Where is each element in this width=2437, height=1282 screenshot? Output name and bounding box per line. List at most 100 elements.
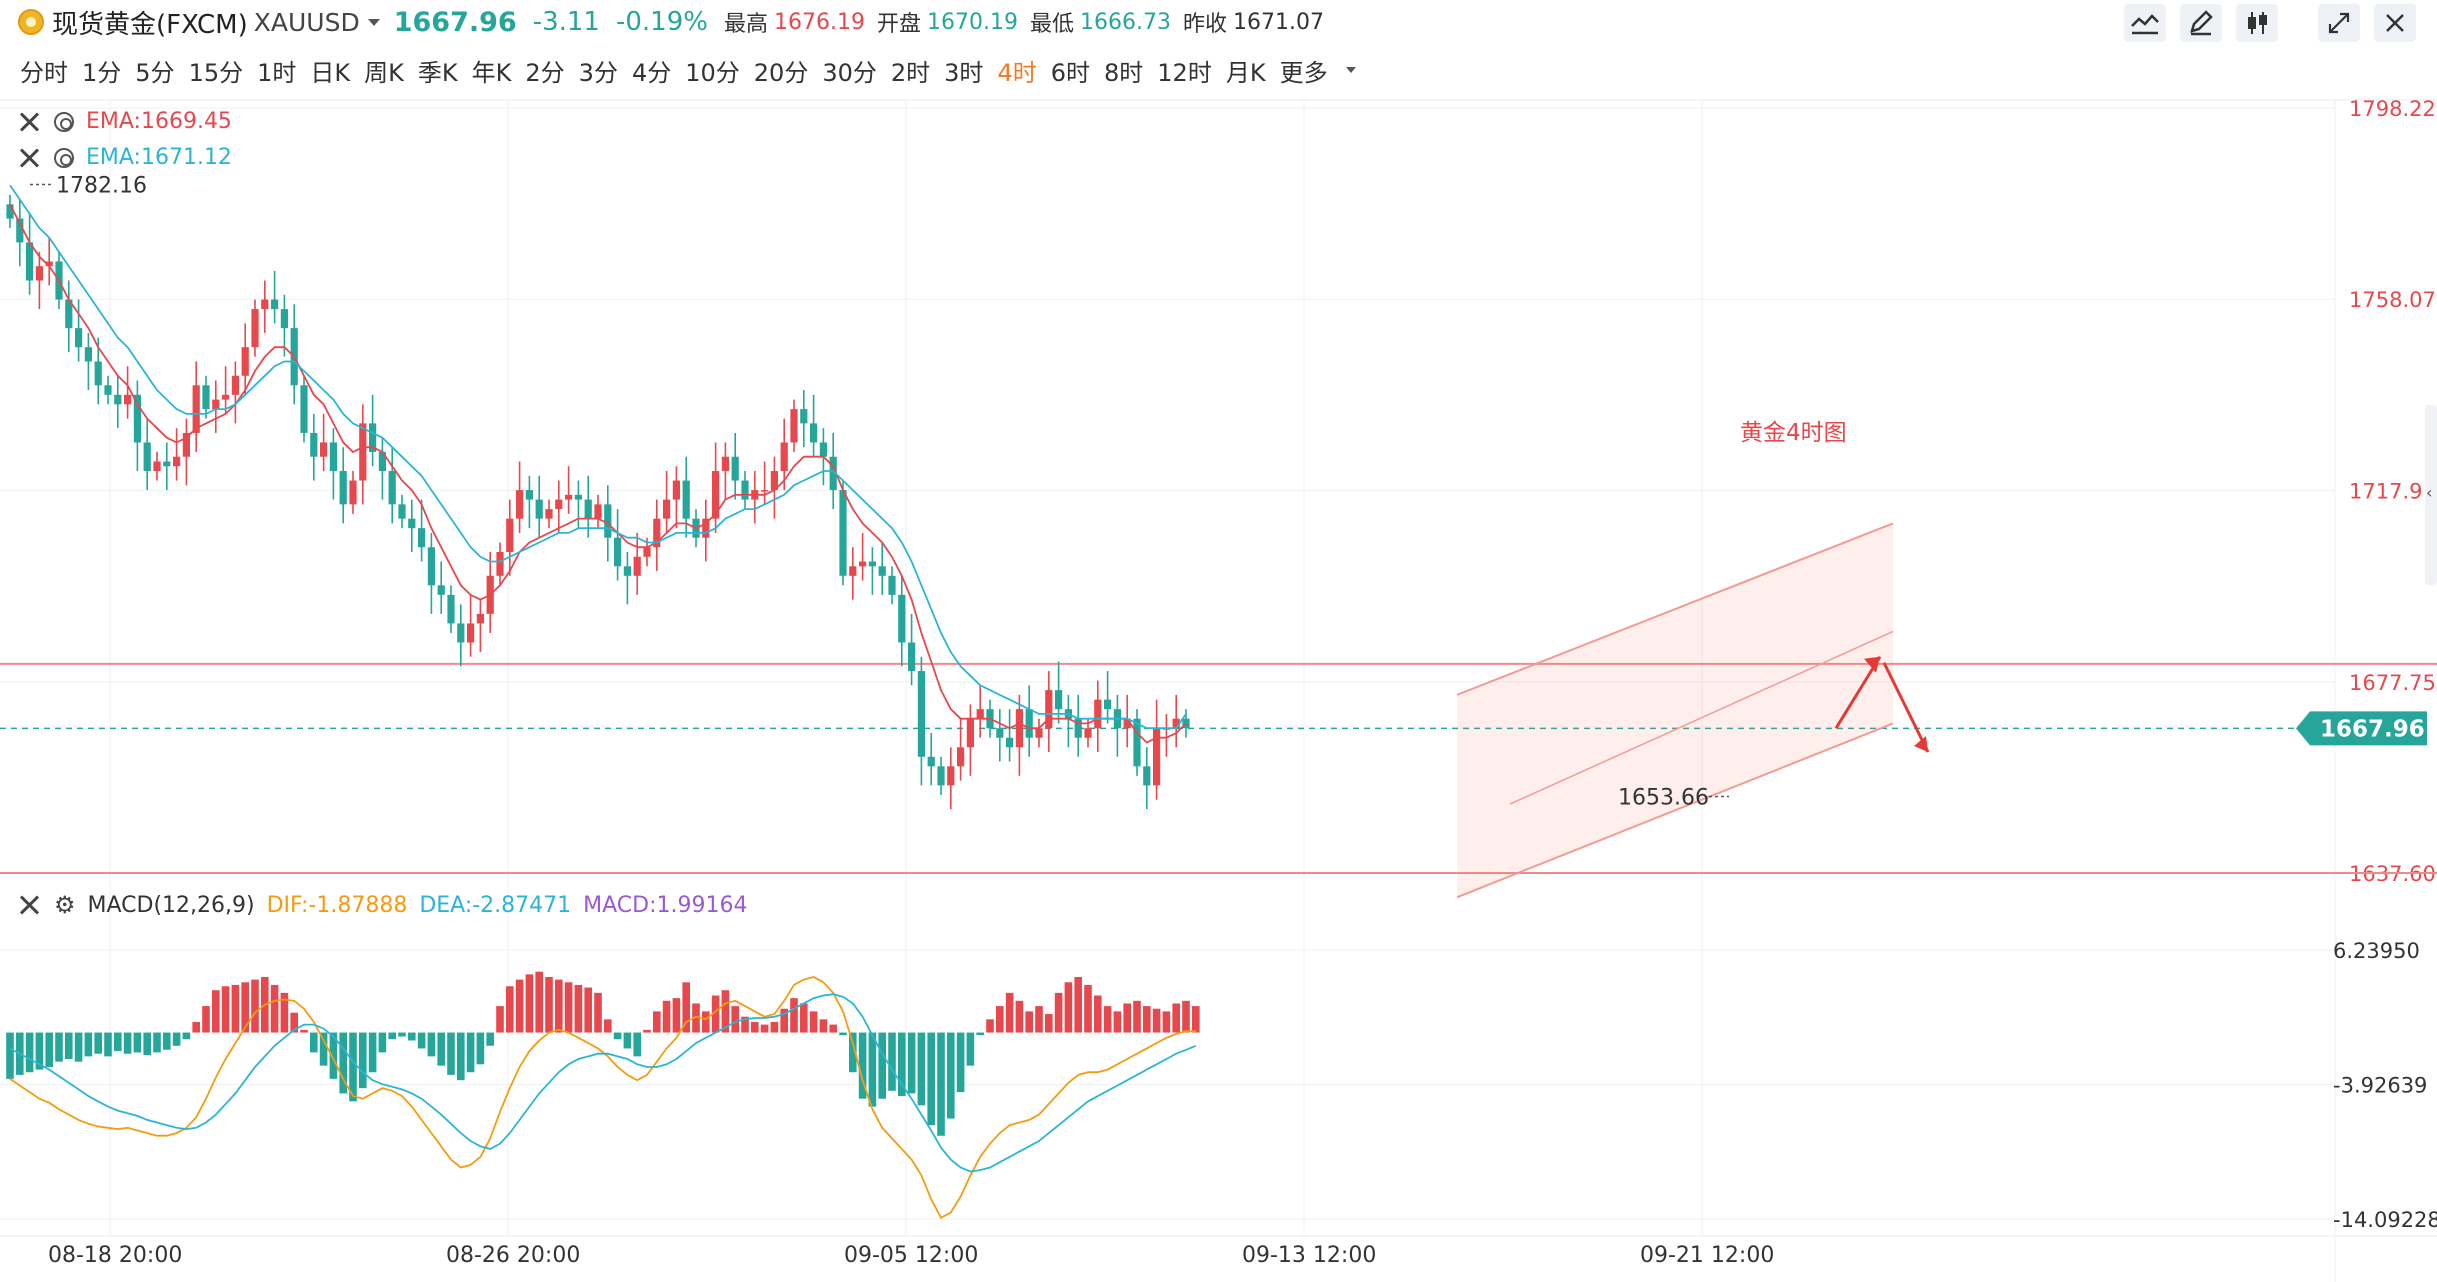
- visibility-icon[interactable]: [54, 147, 74, 168]
- period-16[interactable]: 3时: [944, 58, 984, 87]
- chevron-down-icon[interactable]: [367, 18, 380, 26]
- draw-button[interactable]: [2180, 4, 2222, 42]
- period-18[interactable]: 6时: [1050, 58, 1090, 87]
- candle-body: [378, 451, 386, 472]
- period-19[interactable]: 8时: [1104, 58, 1144, 87]
- candle-body: [457, 623, 465, 643]
- candle-body: [231, 375, 239, 395]
- candle-body: [565, 494, 573, 500]
- macd-histogram-bar: [966, 1032, 975, 1066]
- candle-body: [476, 613, 484, 624]
- macd-histogram-bar: [300, 1029, 308, 1033]
- visibility-icon[interactable]: [54, 111, 74, 132]
- macd-histogram-bar: [1143, 1006, 1151, 1033]
- candle-body: [653, 518, 661, 548]
- candle-body: [1123, 718, 1131, 729]
- macd-histogram-bar: [868, 1032, 877, 1107]
- macd-histogram-bar: [45, 1032, 53, 1067]
- chart-annotation: 黄金4时图: [1740, 420, 1847, 446]
- macd-histogram-bar: [84, 1032, 93, 1057]
- period-7[interactable]: 季K: [417, 58, 458, 87]
- period-3[interactable]: 15分: [188, 58, 244, 87]
- price-change-pct: -0.19%: [615, 7, 708, 37]
- close-button[interactable]: [2374, 4, 2416, 42]
- macd-histogram-bar: [800, 1003, 808, 1033]
- macd-histogram-bar: [947, 1032, 955, 1119]
- remove-indicator-icon[interactable]: [18, 110, 42, 134]
- macd-histogram-bar: [172, 1032, 181, 1046]
- period-17[interactable]: 4时: [997, 58, 1037, 87]
- high-value: 1676.19: [773, 9, 865, 35]
- candle-body: [535, 499, 543, 519]
- candle-style-button[interactable]: [2236, 4, 2278, 42]
- period-2[interactable]: 5分: [135, 58, 175, 87]
- candle-body: [888, 575, 896, 595]
- period-12[interactable]: 10分: [685, 58, 740, 87]
- candle-body: [849, 566, 857, 576]
- candle-body: [1133, 718, 1141, 767]
- macd-histogram-bar: [221, 986, 230, 1033]
- candle-body: [829, 456, 837, 491]
- macd-histogram-bar: [496, 1006, 504, 1033]
- macd-histogram-bar: [104, 1032, 112, 1057]
- gear-icon[interactable]: ⚙: [54, 891, 76, 919]
- macd-histogram-bar: [290, 1012, 298, 1033]
- more-periods-button[interactable]: 更多: [1279, 58, 1328, 87]
- low-value: 1666.73: [1079, 9, 1171, 35]
- candle-body: [731, 456, 739, 481]
- period-15[interactable]: 2时: [890, 58, 931, 87]
- period-0[interactable]: 分时: [20, 58, 68, 87]
- macd-histogram-bar: [506, 986, 514, 1033]
- toolbar: [2110, 4, 2278, 44]
- candle-body: [761, 490, 769, 492]
- candle-body: [1006, 737, 1014, 748]
- symbol-header: 现货黄金(FXCM) XAUUSD 1667.96 -3.11 -0.19% 最…: [0, 0, 2437, 44]
- macd-histogram-bar: [388, 1032, 396, 1040]
- candle-body: [1143, 766, 1151, 786]
- candle-body: [388, 471, 396, 505]
- macd-histogram-bar: [1113, 1011, 1122, 1033]
- candle-body: [1084, 728, 1092, 738]
- macd-histogram-bar: [427, 1032, 436, 1057]
- symbol-code[interactable]: XAUUSD: [253, 7, 360, 37]
- macd-histogram-bar: [55, 1032, 63, 1062]
- macd-histogram-bar: [858, 1032, 867, 1099]
- remove-indicator-icon[interactable]: [18, 146, 42, 170]
- low-label: 最低: [1029, 12, 1074, 37]
- indicator-button[interactable]: [2124, 4, 2166, 42]
- period-20[interactable]: 12时: [1157, 58, 1212, 87]
- period-14[interactable]: 30分: [822, 58, 877, 87]
- macd-histogram-bar: [310, 1032, 318, 1053]
- candle-body: [182, 432, 190, 457]
- symbol-name[interactable]: 现货黄金(FXCM): [52, 9, 248, 40]
- projection-down-arrowhead: [1914, 736, 1928, 753]
- period-9[interactable]: 2分: [525, 58, 565, 87]
- macd-histogram-bar: [535, 971, 543, 1033]
- period-8[interactable]: 年K: [471, 58, 512, 87]
- macd-histogram-bar: [94, 1032, 102, 1054]
- period-13[interactable]: 20分: [753, 58, 809, 87]
- fullscreen-button[interactable]: [2318, 4, 2360, 42]
- high-label: 最高: [723, 12, 768, 37]
- panel-collapse-handle[interactable]: ‹: [2425, 405, 2437, 585]
- period-4[interactable]: 1时: [257, 58, 297, 87]
- candle-body: [329, 442, 337, 472]
- period-11[interactable]: 4分: [631, 58, 672, 87]
- period-1[interactable]: 1分: [82, 58, 122, 87]
- time-axis-tick-1: 08-26 20:00: [446, 1243, 580, 1268]
- close-icon: [2386, 14, 2404, 32]
- period-5[interactable]: 日K: [310, 58, 351, 87]
- candle-body: [45, 261, 53, 267]
- last-price: 1667.96: [393, 6, 517, 38]
- macd-dif-line: [9, 976, 1196, 1220]
- period-21[interactable]: 月K: [1225, 58, 1266, 87]
- period-10[interactable]: 3分: [578, 58, 618, 87]
- chevron-down-icon[interactable]: [1345, 67, 1356, 73]
- projection-up-arrowhead: [1864, 656, 1880, 673]
- remove-indicator-icon[interactable]: [18, 893, 42, 917]
- period-6[interactable]: 周K: [364, 58, 404, 87]
- macd-histogram-bar: [643, 1029, 651, 1033]
- macd-histogram-bar: [359, 1032, 367, 1089]
